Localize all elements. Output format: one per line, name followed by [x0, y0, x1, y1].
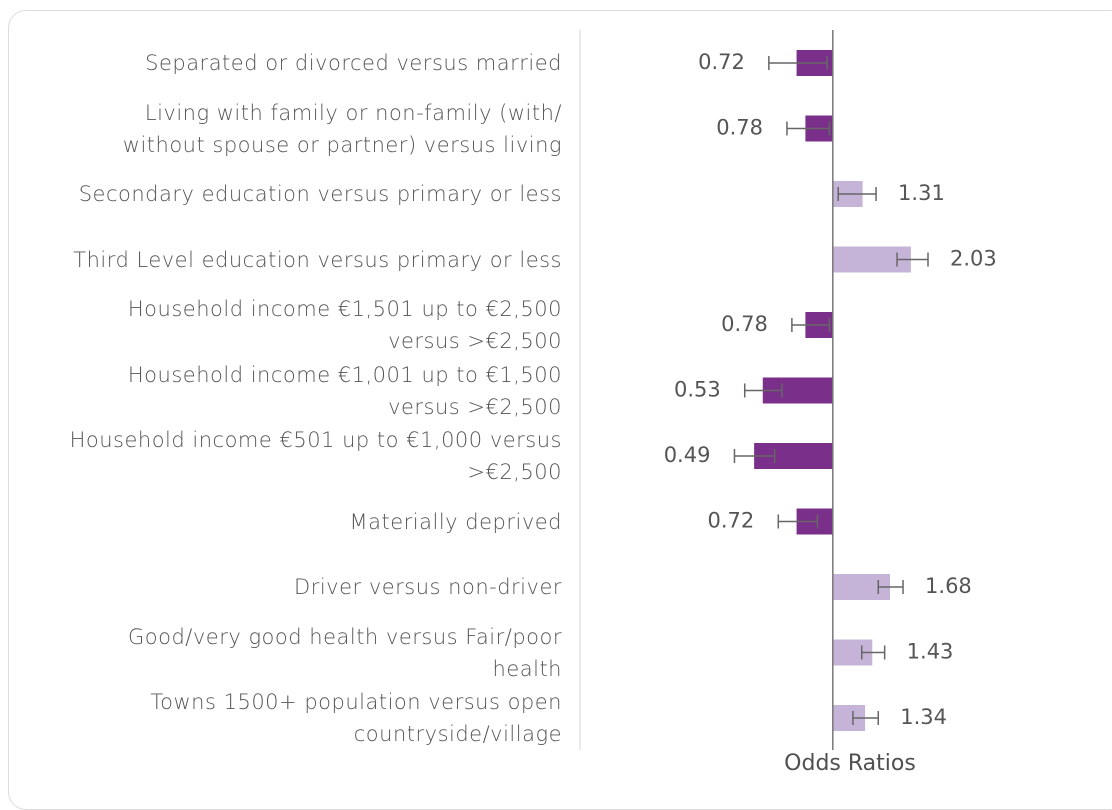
- category-label: Household income €501 up to €1,000 versu…: [69, 428, 562, 484]
- value-label: 0.78: [716, 116, 763, 140]
- category-label: Materially deprived: [349, 509, 562, 534]
- value-label: 1.31: [898, 181, 945, 205]
- category-label: Third Level education versus primary or …: [73, 247, 562, 272]
- category-label: Separated or divorced versus married: [145, 51, 562, 75]
- value-label: 1.34: [900, 705, 947, 729]
- value-label: 1.43: [907, 640, 954, 664]
- category-label: Living with family or non-family (with/ …: [122, 100, 562, 157]
- category-label: Towns 1500+ population versus open count…: [150, 690, 562, 746]
- value-label: 0.78: [721, 312, 768, 336]
- category-label: Household income €1,501 up to €2,500 ver…: [127, 297, 562, 353]
- page: Separated or divorced versus married Livi…: [8, 10, 1112, 810]
- category-label: Good/very good health versus Fair/poor h…: [128, 624, 562, 681]
- category-label: Secondary education versus primary or le…: [78, 182, 562, 206]
- value-label: 1.68: [925, 574, 972, 598]
- category-label: Household income €1,001 up to €1,500 ver…: [127, 362, 562, 419]
- value-label: 0.49: [664, 443, 711, 467]
- chart: Odds Ratios 0.72 0.78 1.31 2.03 0.78 0.53 0.49…: [579, 30, 997, 776]
- value-label: 0.53: [674, 378, 721, 402]
- category-label: Driver versus non-driver: [294, 575, 562, 599]
- value-label: 2.03: [950, 247, 997, 271]
- value-label: 0.72: [698, 50, 745, 74]
- value-label: 0.72: [708, 509, 755, 533]
- x-axis-label: Odds Ratios: [784, 751, 916, 776]
